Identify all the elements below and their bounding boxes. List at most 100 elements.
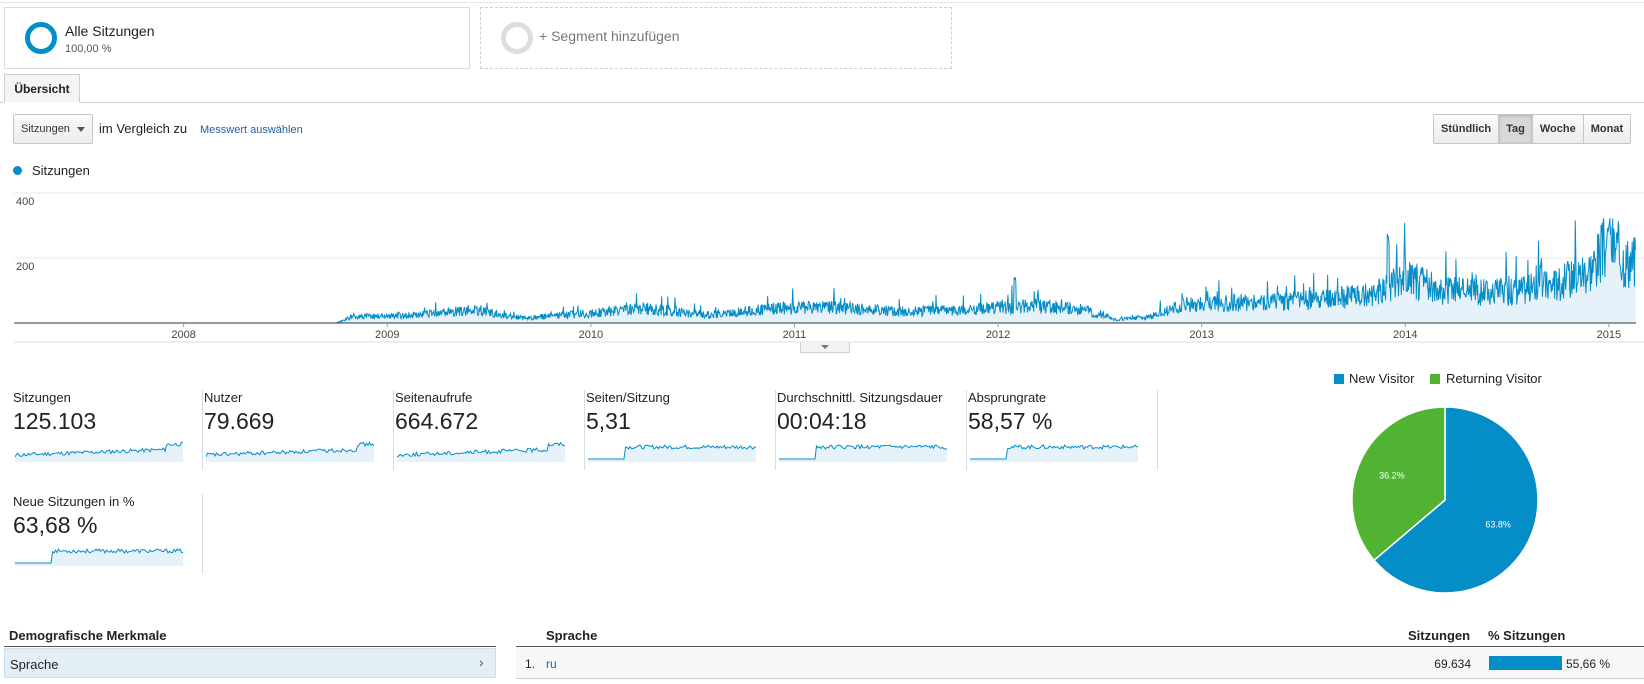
row-percent-bar bbox=[1489, 656, 1562, 670]
demographics-header: Demografische Merkmale bbox=[9, 628, 167, 643]
scorecard-value: 79.669 bbox=[204, 408, 275, 434]
scorecard[interactable]: Sitzungen 125.103 bbox=[13, 390, 203, 470]
sparkline bbox=[588, 444, 756, 462]
scorecard-value: 63,68 % bbox=[13, 512, 98, 538]
x-tick-label: 2011 bbox=[783, 329, 807, 341]
row-percent: 55,66 % bbox=[1566, 657, 1611, 671]
segment-percent: 100,00 % bbox=[65, 43, 112, 55]
table-header-percent: % Sitzungen bbox=[1488, 628, 1566, 643]
scorecard[interactable]: Neue Sitzungen in % 63,68 % bbox=[13, 494, 203, 574]
sparkline bbox=[15, 441, 183, 462]
metric-select[interactable]: Sitzungen bbox=[13, 114, 93, 144]
y-tick-label: 200 bbox=[16, 261, 34, 273]
x-tick-label: 2012 bbox=[986, 329, 1010, 341]
legend-dot-icon bbox=[13, 166, 22, 175]
demographics-header-line bbox=[4, 646, 496, 647]
pick-metric-link[interactable]: Messwert auswählen bbox=[200, 124, 303, 136]
legend-square-new-visitor bbox=[1334, 374, 1344, 384]
demographics-item-language[interactable]: Sprache › bbox=[4, 648, 496, 678]
tab-bar-line bbox=[0, 102, 1644, 103]
metric-select-value: Sitzungen bbox=[21, 123, 70, 135]
table-row-line bbox=[516, 678, 1644, 679]
scorecard[interactable]: Seitenaufrufe 664.672 bbox=[395, 390, 585, 470]
sparkline-area bbox=[397, 442, 565, 462]
x-tick-label: 2014 bbox=[1393, 329, 1417, 341]
sparkline bbox=[779, 443, 947, 462]
hourly-button[interactable]: Stündlich bbox=[1434, 115, 1499, 143]
scorecard[interactable]: Seiten/Sitzung 5,31 bbox=[586, 390, 776, 470]
day-button[interactable]: Tag bbox=[1498, 115, 1532, 143]
scorecard-value: 5,31 bbox=[586, 408, 631, 434]
scorecard-title: Durchschnittl. Sitzungsdauer bbox=[777, 390, 943, 405]
granularity-buttons: Stündlich Tag Woche Monat bbox=[1433, 114, 1632, 144]
table-header-line bbox=[516, 646, 1644, 647]
legend-new-visitor: New Visitor bbox=[1349, 371, 1415, 386]
sparkline-area bbox=[970, 445, 1138, 462]
sparkline-area bbox=[588, 445, 756, 462]
x-tick-label: 2008 bbox=[171, 329, 195, 341]
x-tick-label: 2010 bbox=[579, 329, 603, 341]
sparkline-line bbox=[15, 548, 183, 564]
scorecard[interactable]: Absprungrate 58,57 % bbox=[968, 390, 1158, 470]
x-tick-label: 2009 bbox=[375, 329, 399, 341]
chevron-down-icon bbox=[77, 127, 85, 132]
row-sessions: 69.634 bbox=[1434, 657, 1471, 671]
sparkline bbox=[397, 441, 565, 462]
legend-square-returning-visitor bbox=[1430, 374, 1440, 384]
month-button[interactable]: Monat bbox=[1582, 115, 1631, 143]
pie-slice-label: 36.2% bbox=[1379, 470, 1405, 480]
scorecard-title: Seiten/Sitzung bbox=[586, 390, 670, 405]
scorecard-title: Neue Sitzungen in % bbox=[13, 494, 135, 509]
scorecard[interactable]: Durchschnittl. Sitzungsdauer 00:04:18 bbox=[777, 390, 967, 470]
row-rank: 1. bbox=[525, 657, 536, 671]
scorecard-title: Seitenaufrufe bbox=[395, 390, 473, 405]
expand-chart-button[interactable] bbox=[800, 342, 850, 353]
x-tick-label: 2015 bbox=[1597, 329, 1621, 341]
row-language-link[interactable]: ru bbox=[546, 657, 557, 671]
segment-all-sessions[interactable]: Alle Sitzungen 100,00 % bbox=[4, 7, 470, 69]
top-divider bbox=[0, 2, 1644, 3]
tab-overview[interactable]: Übersicht bbox=[4, 74, 80, 103]
table-row[interactable]: 1. ru 69.634 55,66 % bbox=[516, 648, 1644, 678]
scorecard-title: Absprungrate bbox=[968, 390, 1047, 405]
legend-returning-visitor: Returning Visitor bbox=[1446, 371, 1542, 386]
x-tick-label: 2013 bbox=[1189, 329, 1213, 341]
scorecard-value: 125.103 bbox=[13, 408, 97, 434]
visitor-type-pie-chart[interactable]: 63.8% 36.2% bbox=[1345, 400, 1545, 600]
add-segment-label: + Segment hinzufügen bbox=[539, 28, 680, 44]
chevron-right-icon: › bbox=[479, 654, 484, 670]
scorecard[interactable]: Nutzer 79.669 bbox=[204, 390, 394, 470]
pie-slice-label: 63.8% bbox=[1485, 520, 1511, 530]
sparkline bbox=[206, 441, 374, 462]
pie-slice[interactable] bbox=[1351, 406, 1446, 562]
sparkline-line bbox=[588, 444, 756, 460]
scorecard-value: 664.672 bbox=[395, 408, 479, 434]
scorecard-value: 00:04:18 bbox=[777, 408, 867, 434]
scorecard-title: Sitzungen bbox=[13, 390, 71, 405]
sparkline-line bbox=[779, 443, 947, 460]
demographics-item-label: Sprache bbox=[10, 657, 59, 672]
sparkline-line bbox=[15, 441, 183, 458]
week-button[interactable]: Woche bbox=[1531, 115, 1583, 143]
y-tick-label: 400 bbox=[16, 196, 34, 208]
pie-slice[interactable] bbox=[1373, 406, 1539, 594]
empty-segment-ring-icon bbox=[501, 22, 533, 54]
scorecard-title: Nutzer bbox=[204, 390, 243, 405]
scorecard-value: 58,57 % bbox=[968, 408, 1053, 434]
sessions-area bbox=[14, 218, 1636, 323]
chart-legend-label: Sitzungen bbox=[32, 163, 90, 178]
sparkline bbox=[970, 444, 1138, 462]
segment-name: Alle Sitzungen bbox=[65, 23, 155, 39]
sessions-line-chart[interactable]: 400 200 2008 2009 2010 2011 2012 2013 2014 2015 bbox=[0, 178, 1644, 343]
sparkline-area bbox=[15, 442, 183, 462]
sparkline bbox=[15, 548, 183, 566]
sparkline-line bbox=[206, 441, 374, 458]
sparkline-line bbox=[970, 444, 1138, 460]
sparkline-area bbox=[206, 442, 374, 462]
compare-label: im Vergleich zu bbox=[99, 121, 188, 136]
add-segment-button[interactable]: + Segment hinzufügen bbox=[480, 7, 952, 69]
sparkline-line bbox=[397, 441, 565, 458]
x-axis-labels: 2008 2009 2010 2011 2012 2013 2014 2015 bbox=[171, 323, 1621, 341]
table-header-language: Sprache bbox=[546, 628, 598, 643]
segment-ring-icon bbox=[25, 22, 57, 54]
